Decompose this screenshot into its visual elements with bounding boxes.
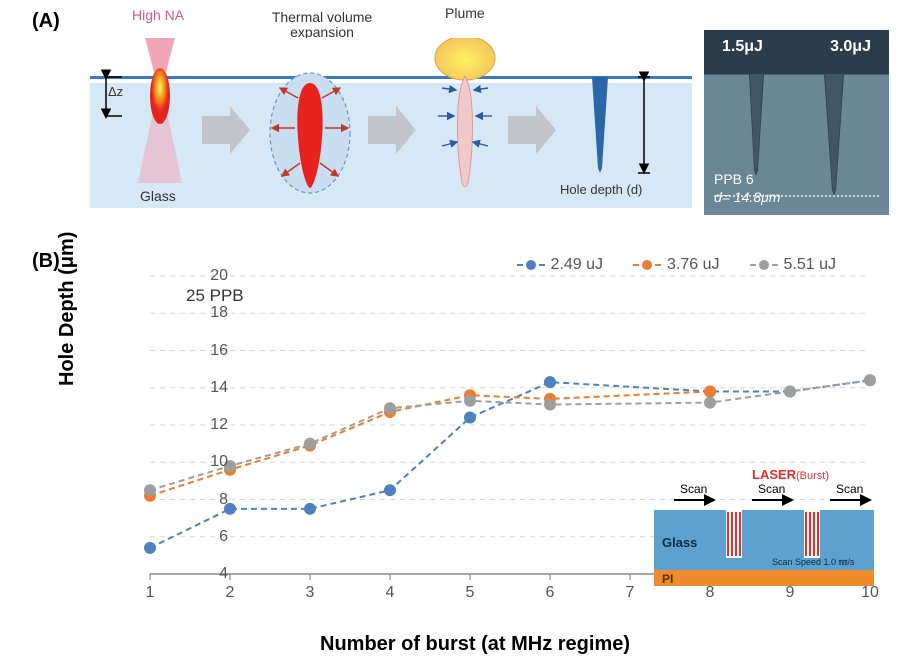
big-arrow-3 <box>508 106 556 154</box>
ytick-4: 4 <box>198 565 228 583</box>
xtick-4: 4 <box>386 584 395 602</box>
xtick-6: 6 <box>546 584 555 602</box>
inset-pi-text: PI <box>662 572 673 586</box>
ytick-20: 20 <box>198 267 228 285</box>
high-na-label: High NA <box>132 8 184 23</box>
xtick-1: 1 <box>146 584 155 602</box>
big-arrow-2 <box>368 106 416 154</box>
ytick-14: 14 <box>198 379 228 397</box>
scan-text-2: Scan <box>758 482 785 496</box>
stage-2-thermal <box>270 73 350 193</box>
laser-text: LASER <box>752 467 797 482</box>
ytick-10: 10 <box>198 453 228 471</box>
big-arrow-1 <box>202 106 250 154</box>
schematic-box: Δz Glass Hole depth (d) <box>90 38 692 208</box>
panel-a-label: (A) <box>32 10 60 33</box>
x-axis-label: Number of burst (at MHz regime) <box>320 633 630 656</box>
ytick-12: 12 <box>198 416 228 434</box>
plume-label: Plume <box>445 6 485 21</box>
ytick-16: 16 <box>198 342 228 360</box>
y-axis-label: Hole Depth (μm) <box>56 232 79 386</box>
figure-root: (A) High NA Thermal volume expansion Plu… <box>0 0 915 664</box>
xtick-3: 3 <box>306 584 315 602</box>
scan-speed-text: Scan Speed 1.0 ㎜/s <box>772 557 855 567</box>
xtick-7: 7 <box>626 584 635 602</box>
micrograph-svg <box>704 30 889 215</box>
ytick-18: 18 <box>198 304 228 322</box>
inset-svg: Scan Scan Scan LASER (Burst) Glass PI Sc… <box>644 465 884 590</box>
glass-text: Glass <box>140 188 176 204</box>
stage-3-plume <box>435 38 495 187</box>
y-axis-text: Hole Depth (μm) <box>56 232 78 386</box>
xtick-5: 5 <box>466 584 475 602</box>
ytick-8: 8 <box>198 491 228 509</box>
burst-text: (Burst) <box>796 470 829 482</box>
micrograph: 1.5μJ 3.0μJ PPB 6 d= 14.8μm <box>704 30 889 215</box>
inset-hole-2 <box>804 510 820 558</box>
xtick-2: 2 <box>226 584 235 602</box>
scan-text-1: Scan <box>680 482 707 496</box>
ytick-6: 6 <box>198 528 228 546</box>
hole-depth-text: Hole depth (d) <box>560 182 642 197</box>
inset-glass-text: Glass <box>662 535 697 550</box>
inset-pi-rect <box>654 570 874 586</box>
delta-z-label: Δz <box>108 84 123 99</box>
panel-a: High NA Thermal volume expansion Plume <box>90 10 890 235</box>
panel-b: Hole Depth (μm) Number of burst (at MHz … <box>60 256 896 656</box>
inset-diagram: Scan Scan Scan LASER (Burst) Glass PI Sc… <box>644 465 884 590</box>
thermal-label: Thermal volume expansion <box>252 10 392 41</box>
stage-1-cone <box>106 38 182 183</box>
stage-4-hole <box>592 77 650 173</box>
scan-text-3: Scan <box>836 482 863 496</box>
schematic-svg <box>90 38 692 238</box>
inset-hole-1 <box>726 510 742 558</box>
